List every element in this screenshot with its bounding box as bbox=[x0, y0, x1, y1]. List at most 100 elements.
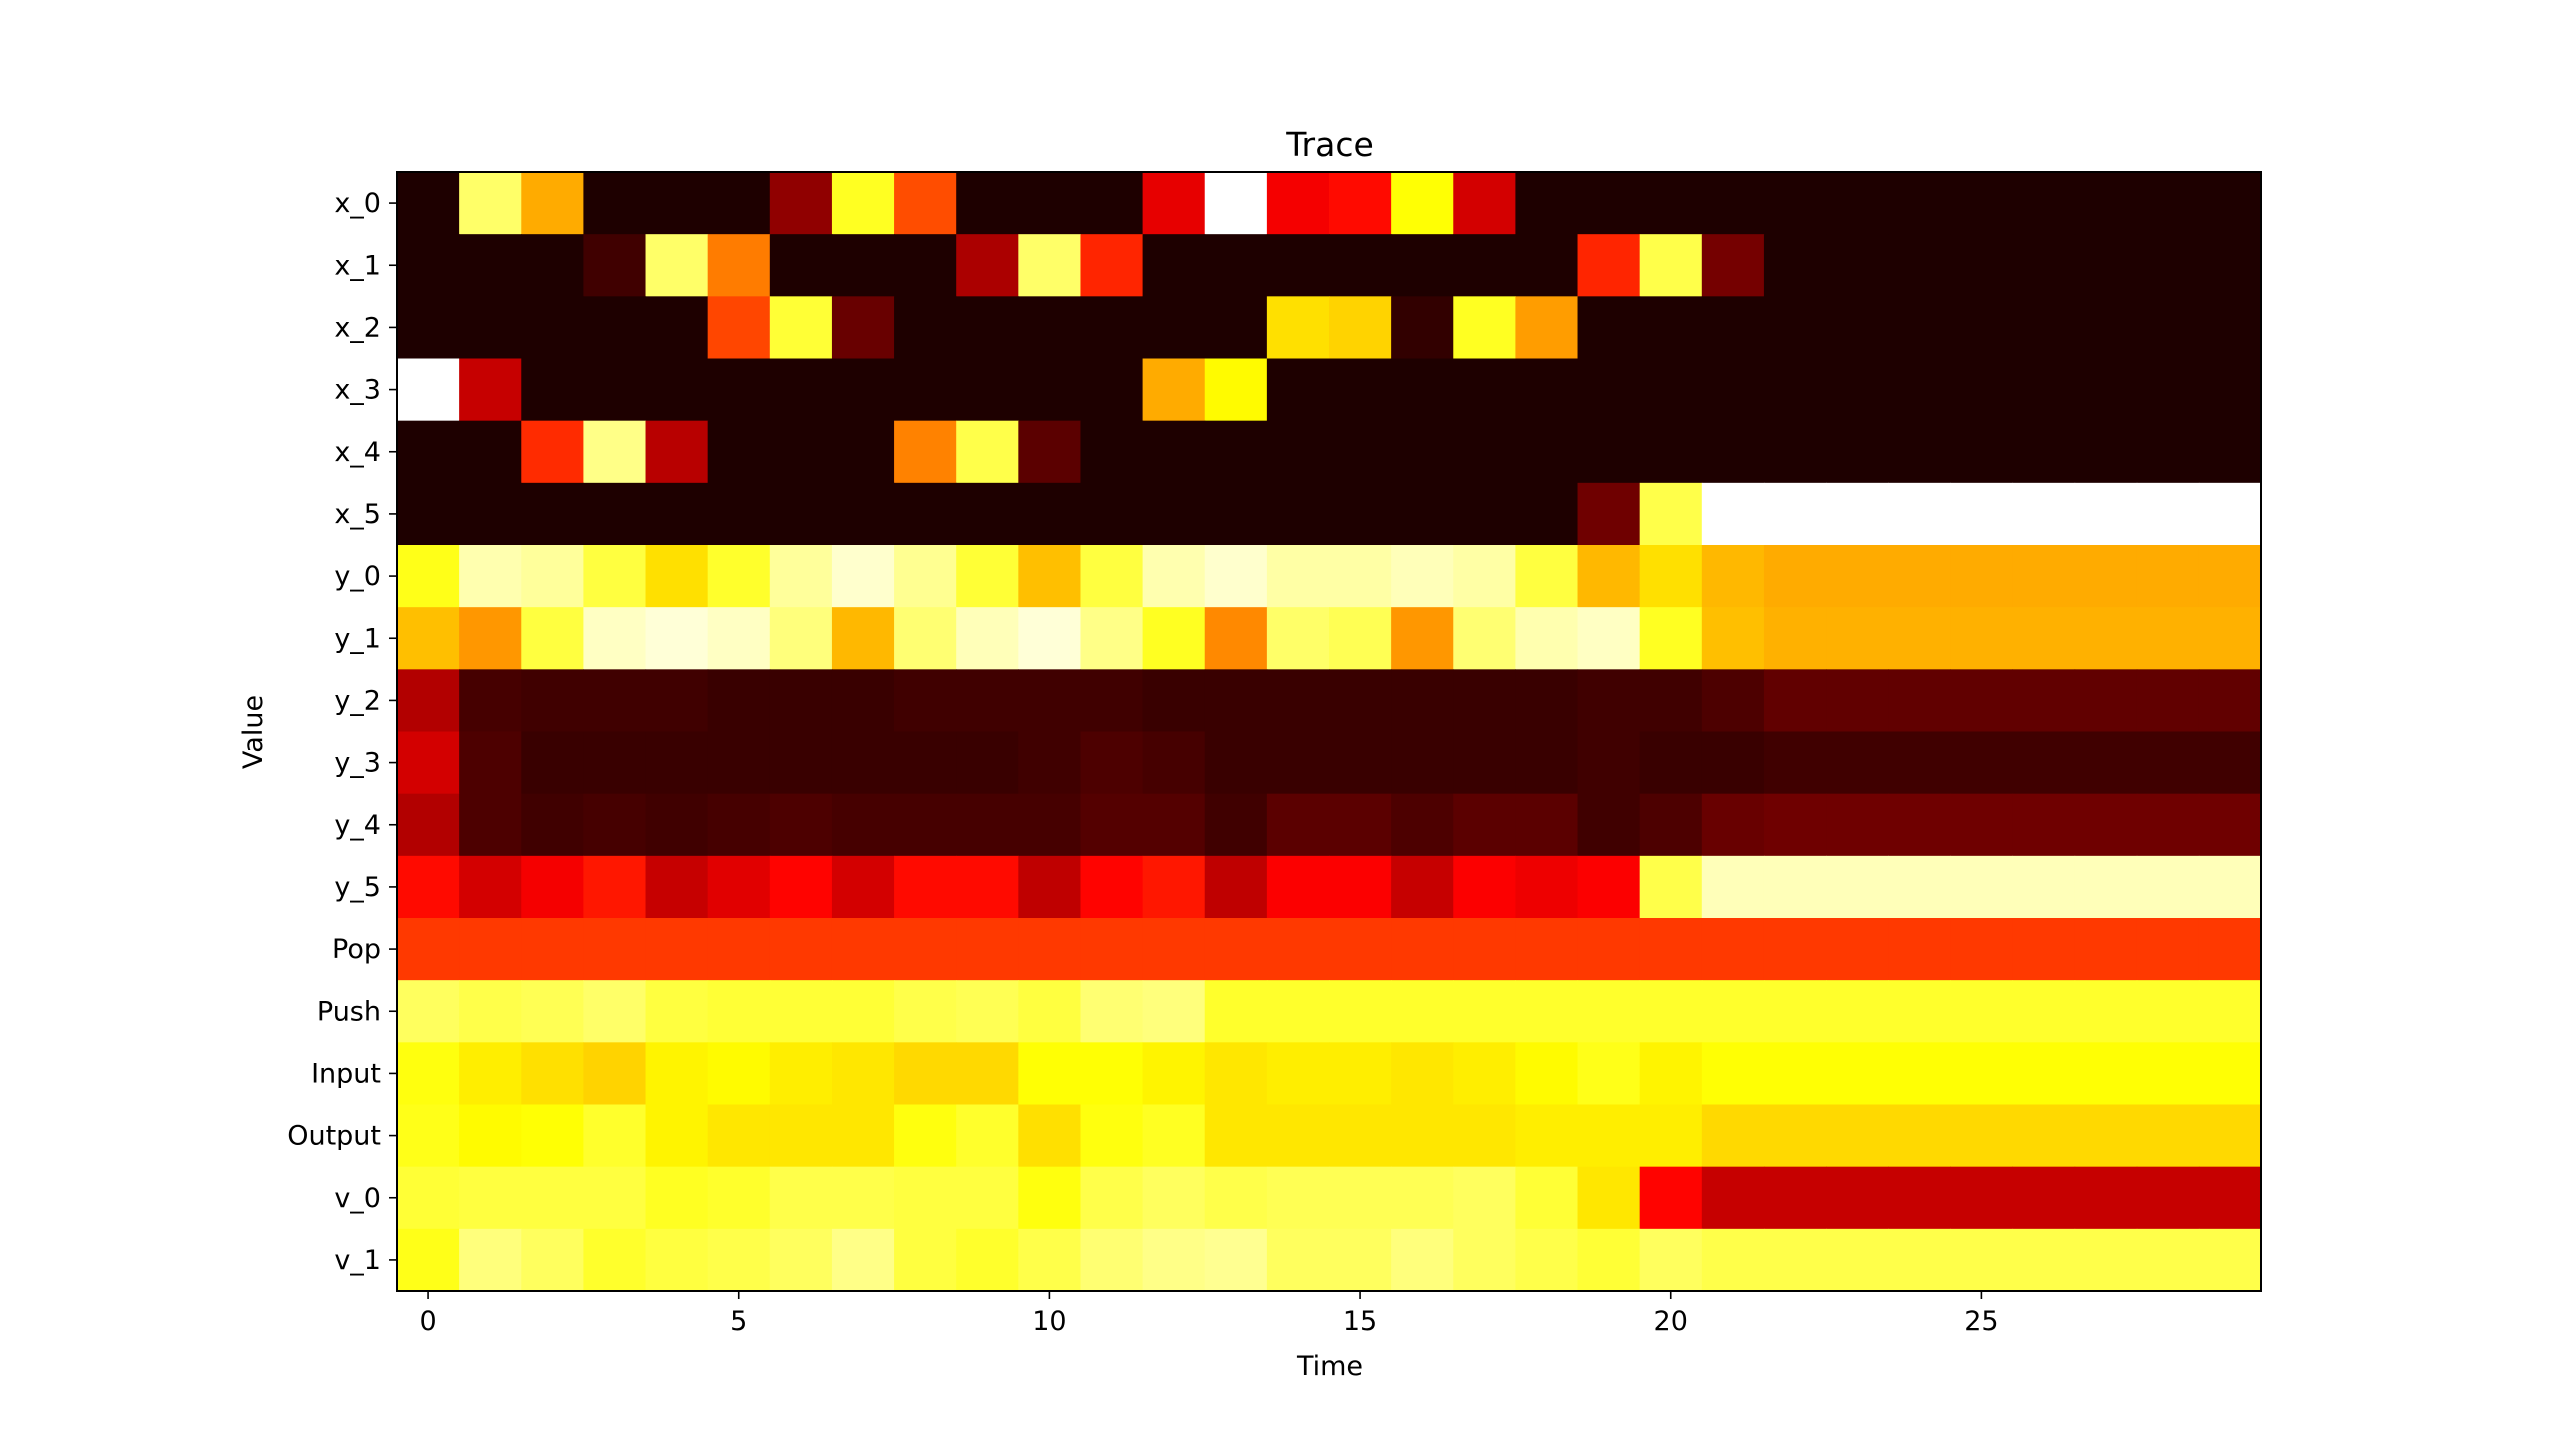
x-tick-label: 5 bbox=[730, 1306, 747, 1337]
heatmap-cell bbox=[1826, 296, 1889, 360]
heatmap-cell bbox=[1888, 420, 1951, 484]
heatmap-cell bbox=[1763, 731, 1827, 795]
heatmap-cell bbox=[1204, 482, 1268, 546]
heatmap-cell bbox=[1142, 1042, 1206, 1106]
heatmap-cell bbox=[397, 1042, 460, 1106]
heatmap-cell bbox=[1639, 296, 1703, 360]
heatmap-cell bbox=[1639, 420, 1703, 484]
heatmap-cell bbox=[1142, 358, 1206, 422]
heatmap-cells bbox=[397, 172, 2262, 1292]
heatmap-cell bbox=[1329, 731, 1392, 795]
heatmap-cell bbox=[1577, 793, 1641, 857]
heatmap-cell bbox=[831, 482, 895, 546]
heatmap-cell bbox=[397, 607, 460, 670]
heatmap-cell bbox=[521, 855, 584, 919]
heatmap-cell bbox=[1453, 545, 1516, 608]
heatmap-cell bbox=[894, 482, 957, 546]
x-axis-label: Time bbox=[1296, 1351, 1363, 1382]
heatmap-cell bbox=[2012, 172, 2076, 235]
heatmap-cell bbox=[521, 607, 584, 670]
heatmap-cell bbox=[1950, 855, 2014, 919]
y-tick-label: y_5 bbox=[334, 872, 381, 903]
heatmap-cell bbox=[459, 358, 522, 422]
heatmap-cell bbox=[707, 545, 771, 608]
heatmap-cell bbox=[397, 296, 460, 360]
heatmap-cell bbox=[1142, 482, 1206, 546]
heatmap-cell bbox=[1142, 545, 1206, 608]
heatmap-cell bbox=[1329, 1104, 1392, 1168]
heatmap-cell bbox=[1018, 607, 1082, 670]
heatmap-cell bbox=[2198, 1228, 2262, 1292]
heatmap-cell bbox=[1950, 607, 2014, 670]
heatmap-cell bbox=[707, 793, 771, 857]
heatmap-cell bbox=[1453, 1166, 1516, 1230]
heatmap-cell bbox=[1701, 234, 1765, 297]
heatmap-cell bbox=[1577, 1166, 1641, 1230]
heatmap-cell bbox=[2012, 980, 2076, 1043]
heatmap-cell bbox=[1826, 918, 1889, 981]
heatmap-cell bbox=[2136, 172, 2200, 235]
heatmap-cell bbox=[956, 1228, 1019, 1292]
heatmap-cell bbox=[1204, 980, 1268, 1043]
heatmap-cell bbox=[1701, 358, 1765, 422]
heatmap-cell bbox=[1266, 420, 1330, 484]
heatmap-cell bbox=[1515, 545, 1579, 608]
heatmap-cell bbox=[2198, 1104, 2262, 1168]
heatmap-cell bbox=[521, 172, 584, 235]
y-tick-label: x_4 bbox=[334, 437, 381, 468]
heatmap-cell bbox=[1888, 1166, 1951, 1230]
heatmap-cell bbox=[1701, 607, 1765, 670]
heatmap-cell bbox=[894, 607, 957, 670]
heatmap-cell bbox=[2012, 731, 2076, 795]
heatmap-cell bbox=[397, 1166, 460, 1230]
heatmap-cell bbox=[831, 172, 895, 235]
heatmap-cell bbox=[1577, 1228, 1641, 1292]
heatmap-cell bbox=[1453, 669, 1516, 733]
heatmap-cell bbox=[1266, 296, 1330, 360]
heatmap-cell bbox=[894, 793, 957, 857]
heatmap-cell bbox=[1391, 669, 1454, 733]
y-axis-ticks: x_0 x_1 x_2 x_3 x_4 x_5 y_0 y_1 y_2 y_3 y_4 y_5 Pop P… bbox=[287, 188, 397, 1276]
heatmap-cell bbox=[1888, 296, 1951, 360]
heatmap-cell bbox=[2074, 172, 2138, 235]
heatmap-cell bbox=[1826, 1166, 1889, 1230]
heatmap-cell bbox=[2012, 793, 2076, 857]
heatmap-cell bbox=[1577, 918, 1641, 981]
heatmap-cell bbox=[645, 918, 709, 981]
heatmap-cell bbox=[1080, 1104, 1144, 1168]
heatmap-cell bbox=[459, 234, 522, 297]
heatmap-cell bbox=[1391, 296, 1454, 360]
heatmap-cell bbox=[831, 1042, 895, 1106]
x-tick-label: 10 bbox=[1032, 1306, 1066, 1337]
heatmap-cell bbox=[1453, 234, 1516, 297]
heatmap-cell bbox=[2074, 918, 2138, 981]
heatmap-cell bbox=[1763, 980, 1827, 1043]
heatmap-cell bbox=[1142, 234, 1206, 297]
heatmap-cell bbox=[583, 1228, 647, 1292]
heatmap-cell bbox=[2012, 234, 2076, 297]
heatmap-cell bbox=[894, 980, 957, 1043]
heatmap-cell bbox=[2012, 918, 2076, 981]
heatmap-cell bbox=[2198, 234, 2262, 297]
heatmap-cell bbox=[1391, 607, 1454, 670]
heatmap-cell bbox=[1204, 918, 1268, 981]
heatmap-cell bbox=[1577, 296, 1641, 360]
heatmap-cell bbox=[707, 296, 771, 360]
heatmap-cell bbox=[831, 1166, 895, 1230]
heatmap-cell bbox=[1577, 1042, 1641, 1106]
heatmap-cell bbox=[1453, 855, 1516, 919]
heatmap-cell bbox=[2074, 980, 2138, 1043]
heatmap-cell bbox=[2074, 1104, 2138, 1168]
heatmap-cell bbox=[1453, 731, 1516, 795]
heatmap-cell bbox=[2136, 669, 2200, 733]
heatmap-cell bbox=[521, 234, 584, 297]
heatmap-cell bbox=[1142, 918, 1206, 981]
heatmap-cell bbox=[1142, 855, 1206, 919]
heatmap-cell bbox=[1950, 1228, 2014, 1292]
heatmap-cell bbox=[1826, 1104, 1889, 1168]
heatmap-cell bbox=[2136, 545, 2200, 608]
heatmap-cell bbox=[2136, 731, 2200, 795]
x-tick-label: 20 bbox=[1654, 1306, 1688, 1337]
heatmap-cell bbox=[1329, 855, 1392, 919]
heatmap-cell bbox=[707, 1104, 771, 1168]
